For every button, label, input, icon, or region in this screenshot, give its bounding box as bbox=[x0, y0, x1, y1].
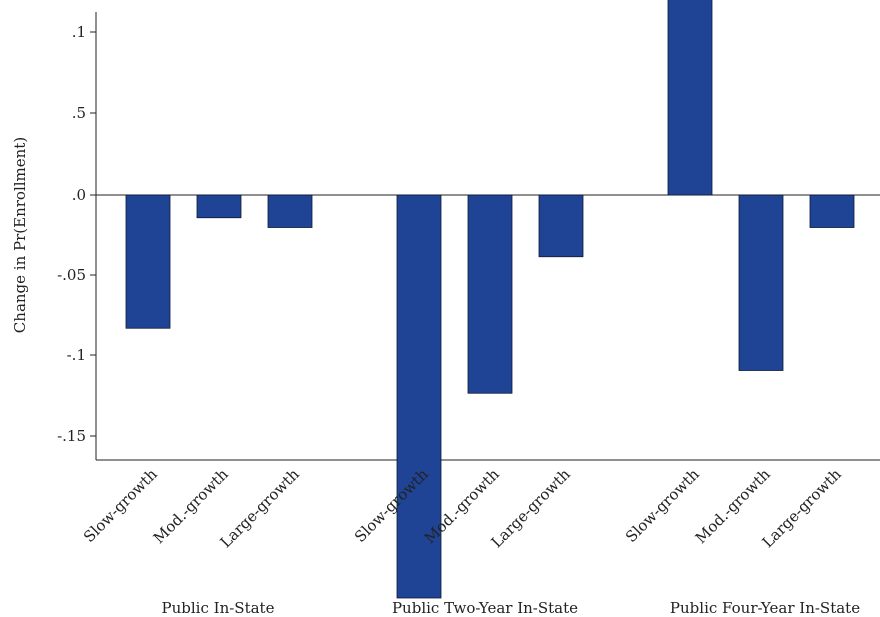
bar bbox=[396, 194, 442, 599]
bar bbox=[267, 194, 313, 228]
y-tick-label: .1 bbox=[72, 23, 86, 41]
bar bbox=[738, 194, 784, 371]
bar bbox=[467, 194, 513, 394]
x-tick-label: Slow-growth bbox=[622, 465, 703, 546]
group-label: Public Four-Year In-State bbox=[670, 599, 860, 617]
bar bbox=[538, 194, 584, 258]
bar bbox=[196, 194, 242, 219]
y-tick-label: -.15 bbox=[57, 427, 86, 445]
y-tick-label: -.1 bbox=[67, 346, 86, 364]
bar bbox=[667, 0, 713, 196]
bars bbox=[125, 0, 855, 599]
y-tick-label: -.05 bbox=[57, 266, 86, 284]
bar bbox=[809, 194, 855, 228]
group-label: Public In-State bbox=[162, 599, 275, 617]
y-tick-label: .5 bbox=[72, 104, 86, 122]
y-tick-label: .0 bbox=[72, 186, 86, 204]
group-label: Public Two-Year In-State bbox=[392, 599, 578, 617]
group-labels: Public In-State Public Two-Year In-State P… bbox=[162, 599, 861, 617]
bar bbox=[125, 194, 171, 329]
y-axis-title: Change in Pr(Enrollment) bbox=[11, 137, 29, 333]
x-tick-label: Slow-growth bbox=[80, 465, 161, 546]
